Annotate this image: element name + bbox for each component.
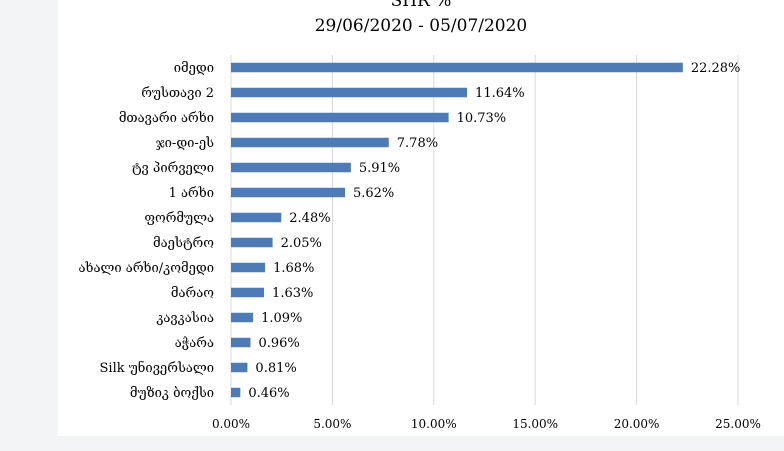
x-tick-label: 20.00% — [614, 417, 660, 431]
data-label: 1.09% — [261, 311, 302, 326]
data-label: 0.81% — [255, 361, 296, 376]
data-label: 1.68% — [273, 261, 314, 276]
x-tick-label: 10.00% — [411, 417, 457, 431]
chart-area — [58, 0, 784, 436]
data-label: 2.05% — [281, 236, 322, 251]
bar — [231, 212, 282, 223]
bar — [231, 362, 248, 373]
x-tick-label: 25.00% — [715, 417, 761, 431]
category-label: ახალი არხი/კომედი — [79, 261, 214, 276]
category-label: აჭარა — [175, 336, 214, 351]
chart-title: SHR % — [390, 0, 452, 11]
category-label: ტვ პირველი — [132, 161, 214, 176]
category-label: კავკასია — [156, 311, 214, 326]
bar — [231, 287, 265, 298]
bar — [231, 87, 468, 98]
category-label: Silk უნივერსალი — [100, 360, 215, 376]
x-tick-label: 0.00% — [212, 417, 250, 431]
data-label: 5.91% — [359, 161, 400, 176]
category-label: მაესტრო — [153, 236, 214, 251]
category-label: მუზიკ ბოქსი — [130, 386, 214, 401]
bar — [231, 162, 351, 173]
chart-subtitle: 29/06/2020 - 05/07/2020 — [314, 16, 528, 36]
data-label: 7.78% — [397, 136, 438, 151]
gridlines — [230, 55, 739, 405]
data-label: 11.64% — [475, 86, 525, 101]
category-label: 1 არხი — [169, 186, 214, 201]
data-label: 2.48% — [289, 211, 330, 226]
category-label: ფორმულა — [144, 211, 214, 226]
bar — [231, 137, 389, 148]
bar — [231, 62, 683, 73]
bar — [231, 312, 254, 323]
bar — [231, 112, 449, 123]
category-label: მარაო — [171, 286, 214, 301]
category-label: ჯი-დი-ეს — [156, 136, 214, 151]
bar — [231, 262, 266, 273]
category-label: მთავარი არხი — [119, 111, 214, 126]
data-label: 0.46% — [248, 386, 289, 401]
data-label: 5.62% — [353, 186, 394, 201]
bar — [231, 387, 241, 398]
data-label: 22.28% — [691, 61, 741, 76]
labels: 0.00% 5.00% 10.00% 15.00% 20.00% 25.00% იმედი 2… — [79, 61, 761, 431]
bar — [231, 187, 345, 198]
category-label: იმედი — [174, 61, 214, 76]
data-label: 10.73% — [457, 111, 507, 126]
bar — [231, 337, 251, 348]
x-tick-label: 5.00% — [313, 417, 351, 431]
data-label: 1.63% — [272, 286, 313, 301]
x-tick-label: 15.00% — [512, 417, 558, 431]
bar — [231, 237, 273, 248]
bars — [231, 62, 683, 398]
data-label: 0.96% — [258, 336, 299, 351]
category-label: რუსთავი 2 — [141, 86, 214, 101]
